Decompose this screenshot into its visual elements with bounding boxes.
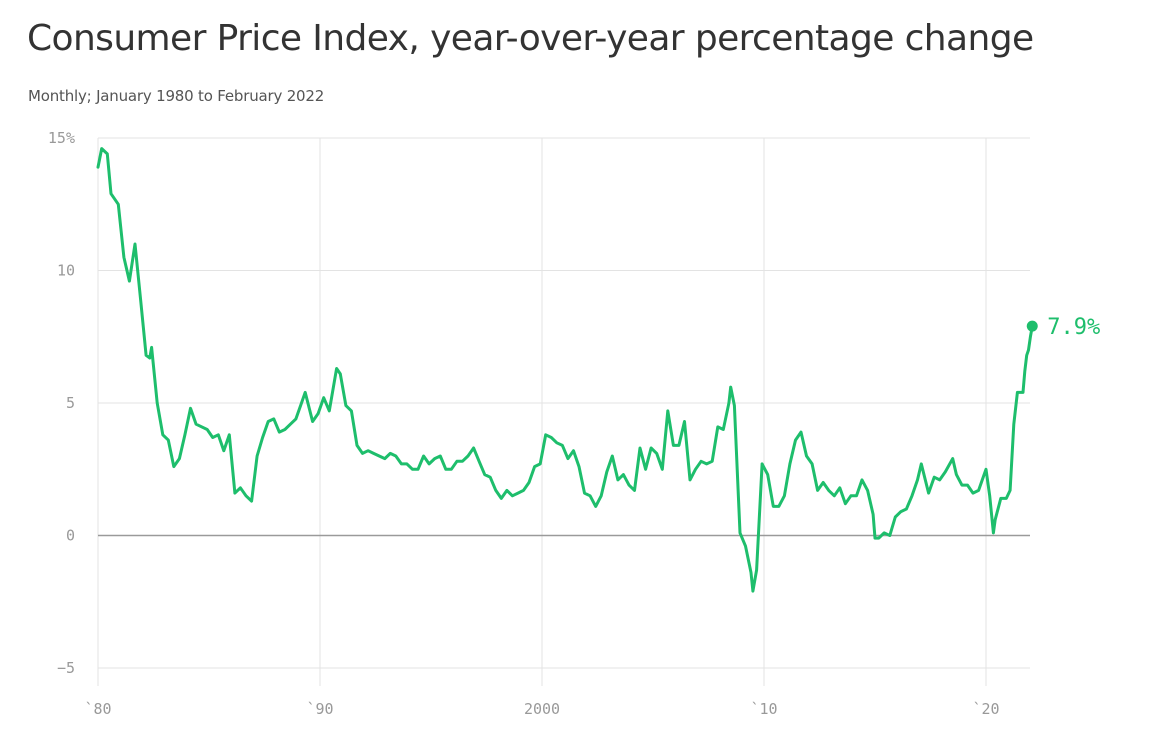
x-tick-label: 2000: [524, 700, 560, 718]
horizontal-gridlines: [98, 137, 1030, 669]
x-tick-label: `80: [84, 700, 111, 718]
y-axis-tick-labels: 15% 10 5 0 −5: [48, 129, 75, 677]
endpoint-dot: [1026, 320, 1038, 332]
x-tick-label: `20: [972, 700, 999, 718]
annotation-layer: 7.9%: [1026, 315, 1100, 340]
x-tick-label: `90: [306, 700, 333, 718]
x-tick-label: `10: [750, 700, 777, 718]
chart-subtitle: Monthly; January 1980 to February 2022: [28, 87, 325, 105]
series-layer: [96, 147, 1034, 593]
y-tick-label: 0: [66, 527, 75, 545]
y-tick-label: 5: [66, 394, 75, 412]
x-axis-tick-labels: `80 `90 2000 `10 `20: [84, 700, 999, 718]
vertical-gridlines: [97, 138, 987, 686]
y-tick-label: 10: [57, 262, 75, 280]
y-tick-label: −5: [57, 659, 75, 677]
endpoint-label: 7.9%: [1047, 315, 1100, 340]
chart-title: Consumer Price Index, year-over-year per…: [27, 18, 1034, 59]
series-line: [96, 147, 1034, 593]
y-tick-label: 15%: [48, 129, 75, 147]
